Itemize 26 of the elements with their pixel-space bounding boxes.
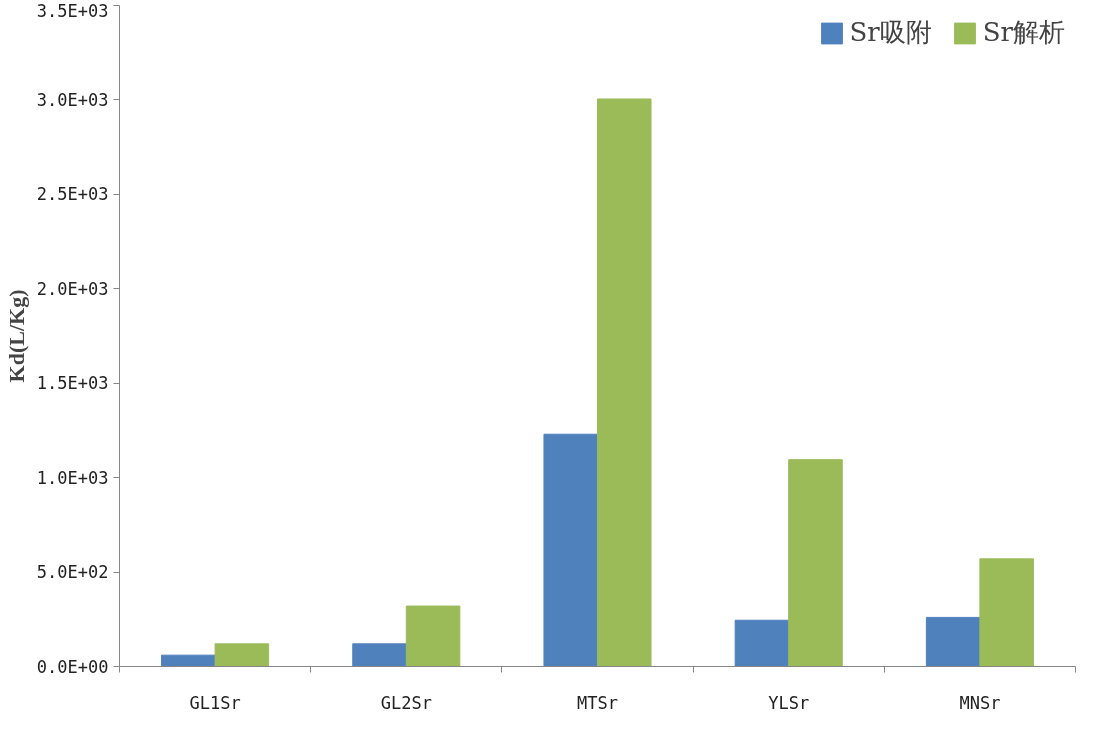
y-tick-label: 5.0E+02 bbox=[36, 562, 109, 583]
y-axis-title: Kd(L/Kg) bbox=[3, 289, 29, 383]
x-tick-label: YLSr bbox=[768, 692, 810, 713]
y-tick-label: 0.0E+00 bbox=[36, 656, 109, 677]
bar bbox=[405, 605, 461, 667]
bar bbox=[788, 459, 843, 667]
y-tick-label: 1.5E+03 bbox=[36, 373, 109, 394]
y-tick-label: 2.5E+03 bbox=[36, 184, 109, 205]
x-tick-label: GL1Sr bbox=[189, 692, 241, 713]
bar bbox=[597, 98, 652, 667]
y-tick-label: 1.0E+03 bbox=[36, 467, 109, 488]
y-tick-label: 3.0E+03 bbox=[36, 89, 109, 110]
x-tick-label: MNSr bbox=[959, 692, 1001, 713]
bar bbox=[734, 619, 790, 667]
y-tick-label: 3.5E+03 bbox=[36, 0, 109, 21]
x-tick-label: MTSr bbox=[577, 692, 618, 713]
legend-label: Sr解析 bbox=[982, 16, 1065, 49]
bar bbox=[925, 616, 981, 667]
y-tick-label: 2.0E+03 bbox=[36, 278, 109, 299]
bar bbox=[543, 433, 598, 667]
bar bbox=[352, 643, 407, 667]
bar bbox=[214, 643, 270, 667]
x-tick-label: GL2Sr bbox=[380, 692, 432, 713]
legend-label: Sr吸附 bbox=[849, 16, 932, 49]
bar bbox=[979, 558, 1034, 667]
bar bbox=[161, 654, 216, 667]
